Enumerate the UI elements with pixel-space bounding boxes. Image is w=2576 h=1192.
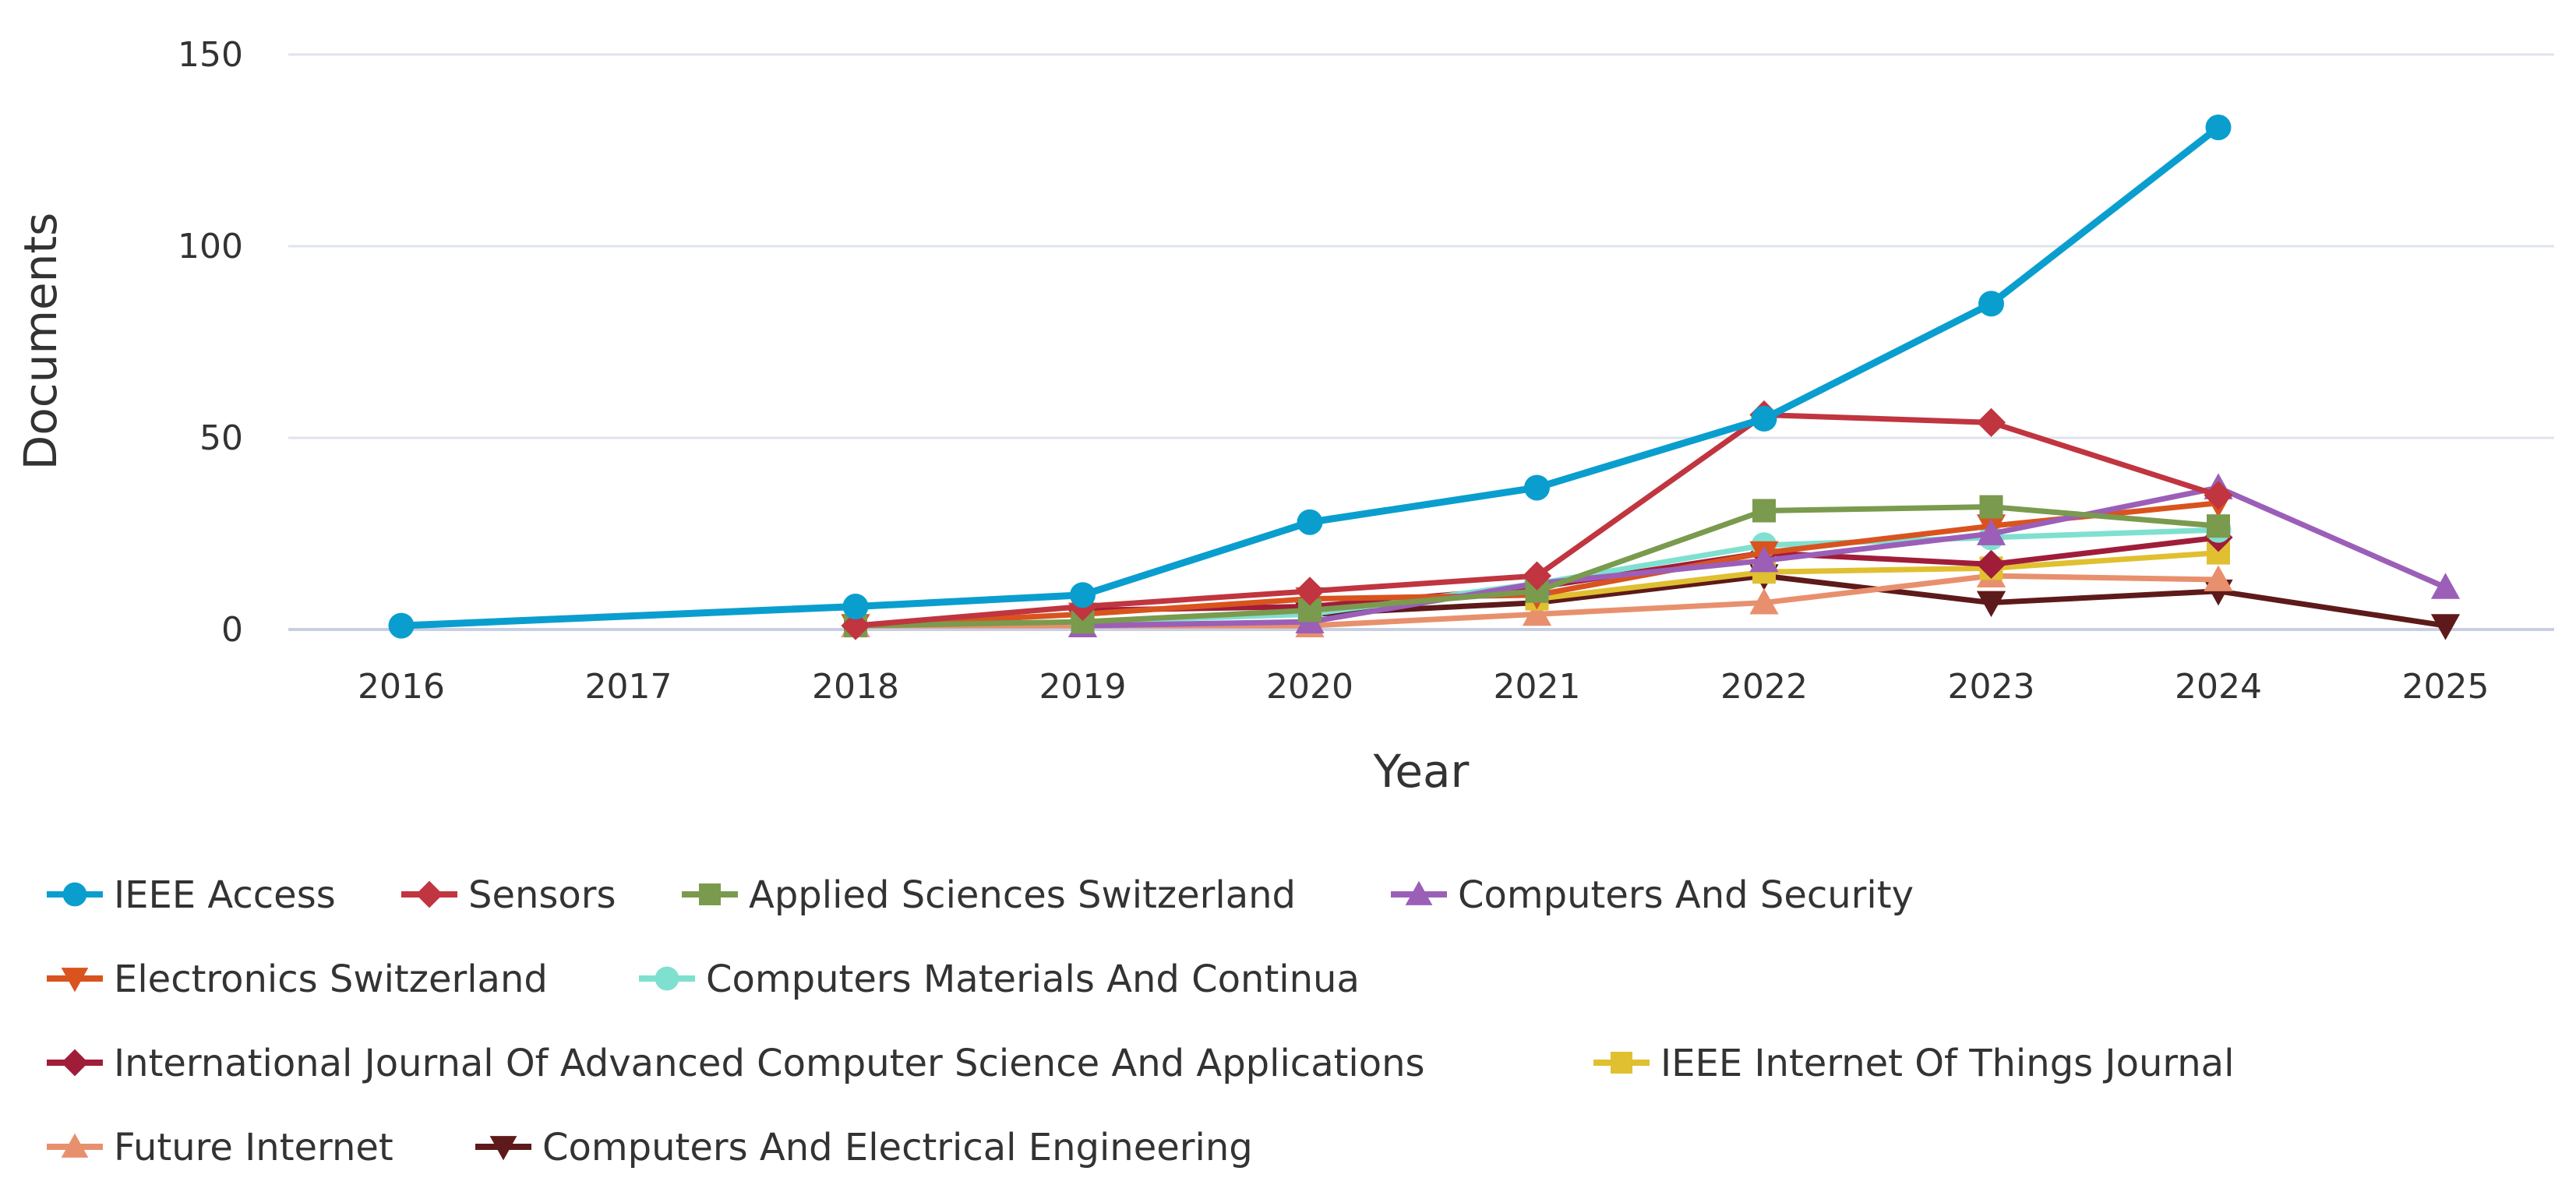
legend-item[interactable]: Computers And Security: [1391, 873, 1914, 917]
x-tick-label: 2022: [1720, 667, 1808, 707]
series-line[interactable]: [1534, 550, 2221, 602]
data-point[interactable]: [1522, 599, 1552, 626]
series-lines: [388, 114, 2461, 640]
data-point[interactable]: [1978, 291, 2004, 317]
legend-label: IEEE Internet Of Things Journal: [1660, 1042, 2234, 1085]
legend-label: IEEE Access: [114, 873, 336, 917]
data-point[interactable]: [1297, 509, 1323, 535]
y-axis-title: Documents: [14, 213, 67, 471]
legend-item[interactable]: Computers Materials And Continua: [639, 957, 1360, 1001]
data-point[interactable]: [2207, 514, 2230, 538]
legend-label: Computers And Security: [1458, 873, 1914, 917]
data-point[interactable]: [2430, 573, 2461, 599]
legend-marker: [1611, 1052, 1632, 1074]
legend-marker: [415, 880, 443, 908]
data-point[interactable]: [2205, 114, 2232, 140]
data-point[interactable]: [842, 593, 869, 619]
legend-item[interactable]: Sensors: [401, 873, 616, 917]
x-tick-label: 2025: [2402, 667, 2490, 707]
data-point[interactable]: [2204, 565, 2233, 591]
x-tick-label: 2019: [1039, 667, 1127, 707]
data-point[interactable]: [1979, 495, 2003, 519]
x-tick-label: 2020: [1266, 667, 1353, 707]
data-point[interactable]: [1976, 549, 2006, 579]
legend-marker: [62, 882, 87, 907]
data-point[interactable]: [1522, 561, 1552, 591]
data-point[interactable]: [1749, 545, 1779, 573]
data-point[interactable]: [1295, 577, 1325, 606]
legend-item[interactable]: Computers And Electrical Engineering: [475, 1126, 1253, 1169]
data-point[interactable]: [388, 612, 415, 639]
data-point[interactable]: [1976, 519, 2006, 545]
y-tick-label: 0: [221, 610, 243, 650]
y-tick-label: 50: [199, 418, 243, 458]
x-tick-label: 2023: [1948, 667, 2035, 707]
legend-item[interactable]: IEEE Internet Of Things Journal: [1593, 1042, 2234, 1085]
legend-label: Sensors: [468, 873, 616, 917]
legend-label: Computers And Electrical Engineering: [542, 1126, 1253, 1169]
legend-marker: [489, 1136, 517, 1161]
legend-label: Applied Sciences Switzerland: [749, 873, 1296, 917]
x-tick-label: 2018: [812, 667, 899, 707]
legend-marker: [61, 1133, 89, 1158]
legend-marker: [61, 1049, 89, 1077]
legend-item[interactable]: International Journal Of Advanced Comput…: [47, 1042, 1425, 1085]
data-point[interactable]: [1070, 582, 1096, 608]
legend-item[interactable]: Future Internet: [47, 1126, 393, 1169]
data-point[interactable]: [1524, 474, 1550, 501]
legend-marker: [1405, 880, 1433, 905]
y-axis-ticks: 0 50 100 150: [178, 35, 243, 650]
x-tick-label: 2016: [358, 667, 445, 707]
legend-item[interactable]: Electronics Switzerland: [47, 957, 548, 1001]
series-applied-sciences-switzerland: [844, 495, 2230, 638]
data-point[interactable]: [1751, 405, 1777, 432]
legend-label: International Journal Of Advanced Comput…: [114, 1042, 1425, 1085]
data-point[interactable]: [2430, 614, 2461, 640]
x-tick-label: 2017: [585, 667, 672, 707]
data-point[interactable]: [1976, 591, 2006, 618]
legend-label: Electronics Switzerland: [114, 957, 548, 1001]
grid-lines: [288, 53, 2554, 631]
series-line[interactable]: [1080, 527, 2221, 625]
legend-item[interactable]: IEEE Access: [47, 873, 336, 917]
x-axis-title: Year: [1373, 745, 1470, 798]
data-point[interactable]: [1749, 587, 1779, 615]
x-axis-ticks: 2016 2017 2018 2019 2020 2021 2022 2023 2024 2025: [358, 667, 2489, 707]
legend-marker: [699, 883, 721, 905]
y-tick-label: 100: [178, 227, 243, 266]
series-ieee-access: [388, 114, 2232, 639]
legend-label: Computers Materials And Continua: [706, 957, 1360, 1001]
legend[interactable]: IEEE Access Sensors Applied Sciences Switz…: [47, 873, 2234, 1169]
x-tick-label: 2024: [2175, 667, 2262, 707]
data-point[interactable]: [1976, 407, 2006, 437]
series-line[interactable]: [397, 123, 2222, 630]
legend-label: Future Internet: [114, 1126, 393, 1169]
x-tick-label: 2021: [1494, 667, 1581, 707]
legend-item[interactable]: Applied Sciences Switzerland: [682, 873, 1296, 917]
data-point[interactable]: [2204, 481, 2233, 510]
y-tick-label: 150: [178, 35, 243, 75]
legend-marker: [61, 968, 89, 993]
data-point[interactable]: [841, 611, 870, 640]
data-point[interactable]: [1752, 499, 1776, 523]
legend-marker: [655, 966, 679, 991]
